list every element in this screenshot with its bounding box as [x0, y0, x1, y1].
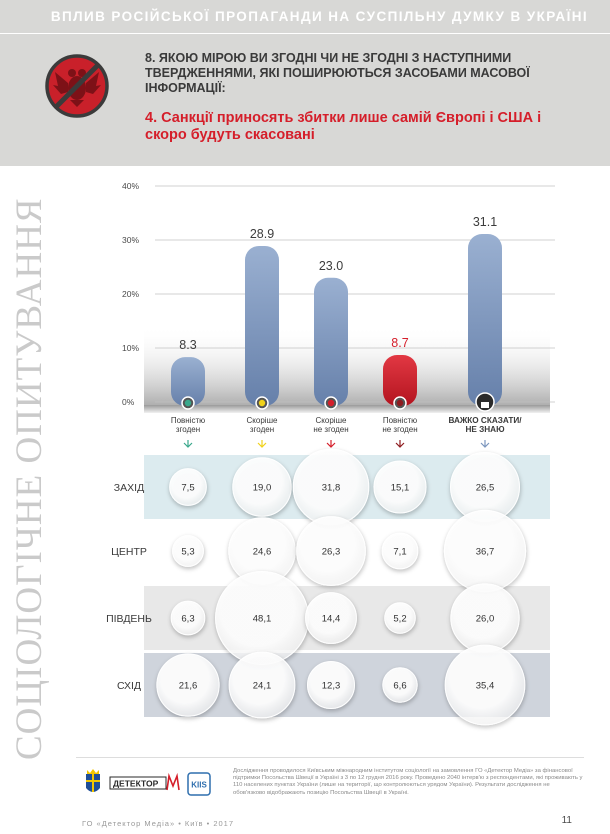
survey-chart: 0% 10% 20% 30% 40% 8.3 28.9 23.0 8.7 31.1 Повніст… [106, 181, 555, 726]
bubble [305, 592, 357, 644]
footer-publisher: ГО «Детектор Медіа» • Київ • 2017 [82, 819, 235, 828]
bubble-value-label: 31,8 [322, 483, 341, 494]
bubble [381, 532, 419, 570]
category-marker-dot [327, 399, 335, 407]
y-tick-label: 0% [122, 397, 135, 407]
svg-text:ДЕТЕКТОР: ДЕТЕКТОР [113, 779, 159, 789]
footer-logos: ДЕТЕКТОР KIIS [78, 768, 228, 800]
bar-value-label: 31.1 [473, 215, 497, 229]
bubble-value-label: 26,0 [476, 614, 495, 625]
category-label: Повністю не згоден [382, 416, 417, 434]
y-tick-label: 40% [122, 181, 139, 191]
bar-value-label: 8.3 [179, 338, 196, 352]
bubble [296, 516, 366, 586]
detector-media-logo: ДЕТЕКТОР [109, 772, 180, 791]
region-label: СХІД [117, 680, 141, 692]
category-label: Скоріше не згоден [313, 416, 348, 434]
survey-question: 8. ЯКОЮ МІРОЮ ВИ ЗГОДНІ ЧИ НЕ ЗГОДНІ З Н… [145, 51, 530, 95]
bubble-value-label: 26,5 [476, 483, 495, 494]
category-marker-dot [396, 399, 404, 407]
region-label: ПІВДЕНЬ [106, 613, 152, 625]
footer-divider [76, 757, 584, 758]
footer-methodology-note: Дослідження проводилося Київським міжнар… [233, 768, 583, 796]
bubble-value-label: 36,7 [476, 547, 495, 558]
bubble [373, 460, 427, 514]
bubble [382, 667, 418, 703]
svg-text:KIIS: KIIS [191, 781, 207, 790]
kiis-logo: KIIS [187, 772, 211, 796]
chart-base-plate [144, 405, 550, 413]
bubble [156, 653, 220, 717]
bubble [170, 600, 206, 636]
category-label: Повністю згоден [171, 416, 205, 434]
bubble-value-label: 5,3 [181, 547, 194, 558]
bubble-value-label: 15,1 [391, 483, 410, 494]
bar [245, 245, 279, 406]
chart-panel: 0% 10% 20% 30% 40% 8.3 28.9 23.0 8.7 31.1 Повніст… [87, 166, 567, 750]
bubble-value-label: 7,5 [181, 483, 194, 494]
bubble-value-label: 24,1 [253, 681, 272, 692]
category-label: Скоріше згоден [247, 416, 278, 434]
sidebar-section-label: СОЦІОЛОГІЧНЕ ОПИТУВАННЯ [9, 197, 50, 760]
bubble-value-label: 21,6 [179, 681, 198, 692]
bubble [172, 535, 204, 567]
bar-value-label: 8.7 [391, 336, 408, 350]
bar [383, 355, 417, 406]
down-arrow-icon [480, 440, 490, 448]
down-arrow-icon [326, 440, 336, 448]
region-label: ЦЕНТР [111, 546, 147, 558]
header-divider [0, 33, 610, 34]
y-tick-label: 30% [122, 235, 139, 245]
bubble [384, 602, 416, 634]
bubble-value-label: 19,0 [253, 483, 272, 494]
down-arrow-icon [183, 440, 193, 448]
page-header-title: ВПЛИВ РОСІЙСЬКОЇ ПРОПАГАНДИ НА СУСПІЛЬНУ… [50, 9, 588, 24]
statement-title: 4. Санкції приносять збитки лише самій Є… [145, 110, 542, 143]
region-label: ЗАХІД [114, 482, 144, 494]
bubble-value-label: 14,4 [322, 614, 341, 625]
bubble-value-label: 24,6 [253, 547, 272, 558]
bar [314, 277, 348, 406]
down-arrow-icon [395, 440, 405, 448]
category-marker-dot [184, 399, 192, 407]
category-marker-dot [258, 399, 266, 407]
bubble-value-label: 26,3 [322, 547, 341, 558]
bubble [307, 661, 355, 709]
russian-eagle-prohibited-icon [44, 53, 110, 119]
person-icon-body [481, 402, 489, 408]
bubble-value-label: 5,2 [393, 614, 406, 625]
page-number: 11 [561, 815, 572, 826]
bubble [232, 457, 292, 517]
bubble-value-label: 7,1 [393, 547, 406, 558]
bubble-value-label: 35,4 [476, 681, 495, 692]
bar-value-label: 28.9 [250, 227, 274, 241]
bubble-value-label: 6,3 [181, 614, 194, 625]
bubble [228, 651, 296, 719]
sweden-crest-logo [86, 769, 100, 792]
down-arrow-icon [257, 440, 267, 448]
bar [171, 357, 205, 406]
bubble [169, 468, 207, 506]
y-tick-label: 10% [122, 343, 139, 353]
y-tick-label: 20% [122, 289, 139, 299]
bubble [444, 644, 526, 726]
bubble-value-label: 6,6 [393, 681, 406, 692]
bubble-value-label: 12,3 [322, 681, 341, 692]
bubble-value-label: 48,1 [253, 614, 272, 625]
bar-value-label: 23.0 [319, 259, 343, 273]
category-label: ВАЖКО СКАЗАТИ/НЕ ЗНАЮ [448, 416, 522, 434]
bar [468, 234, 502, 406]
